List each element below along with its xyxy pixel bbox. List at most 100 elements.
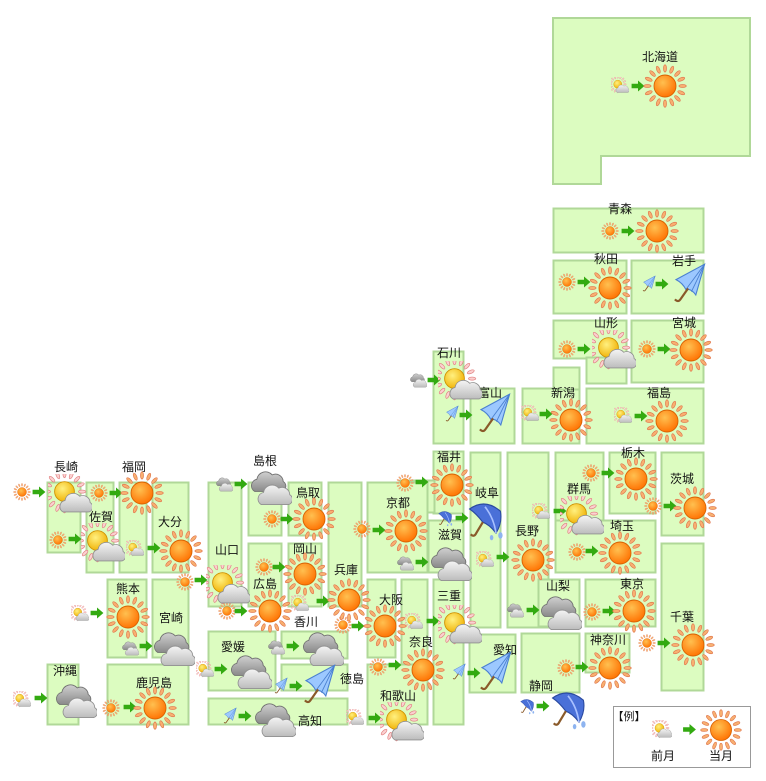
prefecture-name: 宮崎: [159, 610, 183, 625]
prefecture-region: [469, 451, 502, 629]
legend-current-sunny-icon: [701, 710, 742, 751]
current-month-sunny-icon: [670, 329, 713, 372]
prefecture-name: 群馬: [567, 482, 591, 496]
current-month-cloudy-icon: [56, 685, 97, 718]
current-month-sunny-icon: [615, 458, 658, 501]
current-month-cloudy-icon: [431, 548, 472, 581]
prefecture-name: 鹿児島: [136, 675, 172, 690]
current-month-sunny-icon: [364, 605, 407, 648]
prev-month-sunny-icon: [369, 658, 386, 675]
prev-month-sunny-icon: [396, 474, 413, 491]
current-month-sunny-icon: [599, 532, 642, 575]
prefecture-name: 北海道: [642, 49, 678, 64]
prev-month-sunny-icon: [218, 602, 235, 619]
current-month-sunny-icon: [385, 510, 428, 553]
current-month-sunny-icon: [589, 647, 632, 690]
current-month-sunny-icon: [284, 553, 327, 596]
prefecture-name: 愛媛: [221, 640, 245, 654]
prefecture-name: 福島: [647, 385, 671, 400]
current-month-sunny-icon: [402, 649, 445, 692]
prefecture-region: [660, 542, 705, 692]
prefecture-name: 青森: [608, 201, 632, 216]
prefecture-name: 千葉: [670, 610, 694, 624]
prefecture-name: 鳥取: [296, 485, 320, 500]
prefecture-name: 静岡: [529, 679, 553, 693]
prefecture-name: 福井: [437, 449, 461, 464]
prefecture-name: 茨城: [670, 472, 694, 486]
prefecture-name: 山梨: [546, 579, 570, 593]
prev-month-sunny-icon: [601, 222, 618, 239]
prefecture-name: 山形: [594, 316, 618, 330]
arrow-right-icon: [536, 700, 550, 712]
prefecture-name: 大分: [158, 515, 182, 529]
prev-month-sunny-icon: [49, 531, 66, 548]
prefecture-region: [520, 632, 581, 694]
prefecture-name: 宮城: [672, 315, 696, 330]
prev-month-sunny-icon: [583, 603, 600, 620]
prev-month-sunny-icon: [90, 484, 107, 501]
prev-month-sunny-icon: [176, 573, 193, 590]
prefecture-name: 広島: [253, 576, 277, 591]
current-month-sunny-icon: [646, 400, 689, 443]
prefecture-name: 秋田: [594, 252, 618, 266]
arrow-right-icon: [90, 607, 104, 619]
prev-month-sunny-icon: [353, 520, 370, 537]
prev-month-sunny-icon: [13, 483, 30, 500]
current-month-sunny-icon: [589, 267, 632, 310]
prefecture-region: [327, 481, 363, 608]
prefecture-name: 大阪: [379, 593, 403, 607]
prefecture-name: 埼玉: [610, 519, 634, 533]
arrow-right-icon: [32, 486, 46, 498]
prefecture-name: 神奈川: [590, 633, 626, 647]
legend-prev-label: 前月: [651, 748, 675, 763]
arrow-right-icon: [351, 620, 365, 632]
prev-month-sunny-icon: [558, 273, 575, 290]
prev-month-sunny-icon: [558, 340, 575, 357]
current-month-sunny-icon: [293, 498, 336, 541]
arrow-right-icon: [34, 692, 48, 704]
prefecture-name: 高知: [298, 713, 322, 728]
prev-month-sunny-icon: [638, 634, 655, 651]
prev-month-sunny-icon: [263, 510, 280, 527]
prefecture-name: 兵庫: [334, 563, 358, 577]
prev-month-partly-cloudy-icon: [344, 707, 364, 724]
prefecture-name: 愛知: [493, 643, 517, 657]
prefecture-name: 岩手: [672, 253, 696, 268]
current-month-cloudy-icon: [251, 472, 292, 505]
prefecture-name: 石川: [437, 346, 461, 360]
prefecture-name: 三重: [437, 589, 461, 603]
prev-month-sunny-icon: [638, 340, 655, 357]
prefecture-name: 岐阜: [475, 486, 499, 500]
prev-month-cloudy-icon: [410, 374, 427, 387]
prefecture-name: 栃木: [621, 446, 645, 460]
prefecture-name: 沖縄: [53, 663, 77, 678]
prev-month-sunny-icon: [582, 464, 599, 481]
prev-month-cloudy-icon: [216, 478, 233, 491]
prefecture-name: 香川: [294, 615, 318, 629]
legend: 【例】 前月 当月: [613, 706, 751, 768]
legend-title: 【例】: [613, 709, 646, 723]
prefecture-name: 佐賀: [89, 510, 113, 524]
prev-month-partly-cloudy-icon: [69, 603, 89, 620]
prefecture-name: 京都: [386, 496, 410, 510]
current-month-sunny-icon: [134, 687, 177, 730]
current-month-sunny-icon: [328, 579, 371, 622]
prefecture-name: 滋賀: [438, 528, 462, 542]
prefecture-name: 東京: [620, 577, 644, 591]
current-month-sunny-icon: [550, 399, 593, 442]
current-month-partly-cloudy-icon: [43, 470, 92, 513]
prefecture-name: 徳島: [340, 671, 364, 686]
current-month-sunny-icon: [107, 596, 150, 639]
arrow-right-icon: [194, 574, 208, 586]
prev-month-sunny-icon: [255, 558, 272, 575]
current-month-sunny-icon: [644, 65, 687, 108]
current-month-sunny-icon: [121, 472, 164, 515]
prefecture-name: 島根: [253, 453, 277, 468]
current-month-sunny-icon: [674, 487, 717, 530]
prev-month-partly-cloudy-icon: [11, 689, 31, 706]
current-month-sunny-icon: [512, 539, 555, 582]
prefecture-name: 山口: [215, 543, 239, 557]
current-month-sunny-icon: [431, 464, 474, 507]
legend-current-label: 当月: [709, 749, 733, 763]
